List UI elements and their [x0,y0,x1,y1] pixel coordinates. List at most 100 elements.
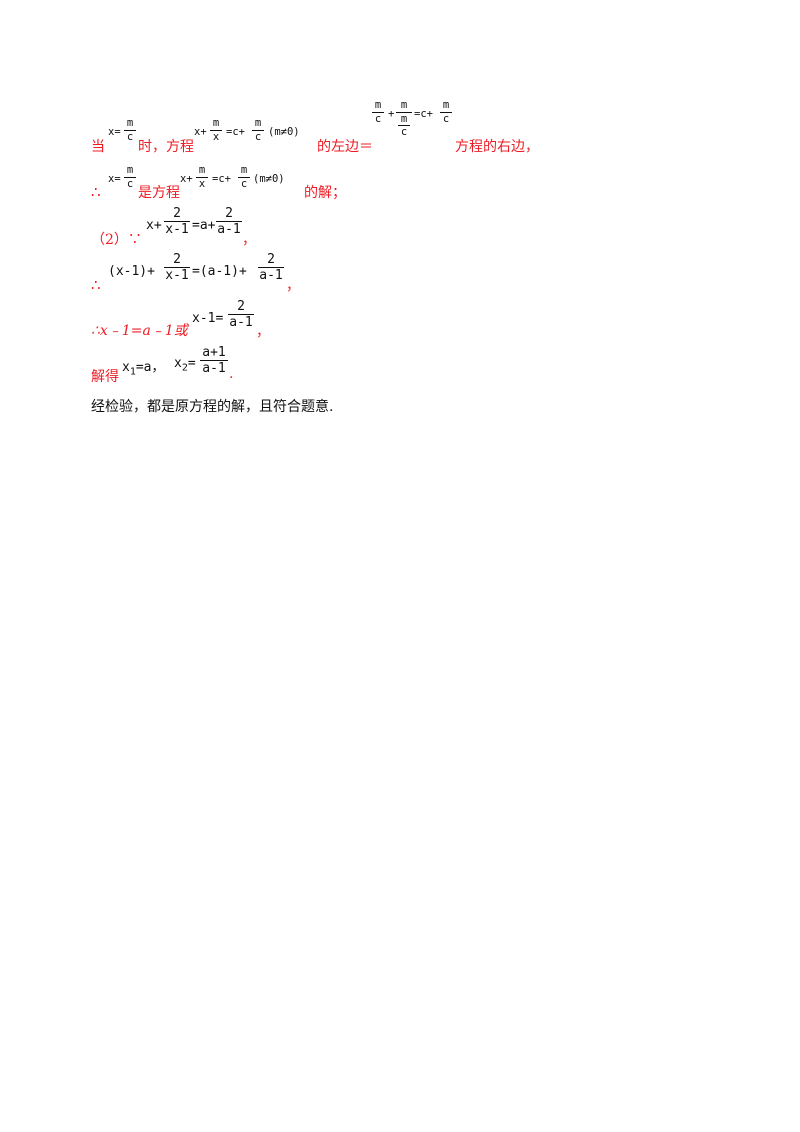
numerator: m [254,117,262,129]
numerator: 2 [173,252,181,267]
fraction-bar [164,221,190,222]
fraction-bar [124,176,136,178]
fraction-m-over-x: m x [210,118,222,142]
math-eq-c-plus: =c+ [226,126,245,138]
fraction-bar [252,129,264,131]
denominator: c [126,130,134,143]
fraction-m-over-x: m x [196,165,208,189]
comma: ， [256,324,270,340]
fraction-2-over-a-1: 2 a-1 [228,300,254,329]
numerator: m [212,117,220,129]
fraction-bar [396,111,412,113]
denominator: c [374,112,382,125]
fraction-bar [372,111,384,113]
text-solve: 解得 [91,369,119,385]
eq: = [187,356,196,371]
fraction-m-over-c: m c [124,165,136,189]
denominator: c [400,126,408,138]
fraction-bar [440,111,452,113]
fraction-bar [200,360,228,361]
fraction-bar [238,176,250,178]
text-right-side: 方程的右边， [455,139,539,155]
denominator: x [198,177,206,190]
math-x1: x1=a， [122,356,165,378]
math-x-eq: x= [108,126,121,138]
denominator: c [442,112,450,125]
fraction-bar [164,267,190,268]
math-lhs: (x-1)+ [108,264,155,279]
math-x-minus-1-eq: x-1= [192,311,224,326]
denominator: c [254,130,262,143]
text-left-side: 的左边＝ [317,139,373,155]
math-condition: (m≠0) [253,173,285,185]
subscript-2: 2 [181,362,188,374]
text-x-minus-1-or: ∴x﹣1=a﹣1或 [91,323,188,339]
numerator: 2 [267,252,275,267]
math-eq-c-plus-2: =c+ [414,108,433,120]
fraction-m-over-c: m c [124,118,136,142]
numerator: m [198,164,206,176]
fraction-a-plus-1-over-a-1: a+1 a-1 [200,346,228,375]
eq-a: =a， [135,360,165,375]
math-x-plus: x+ [146,218,162,233]
text-is-solution-of: 是方程 [138,185,180,201]
fraction-bar [196,176,208,178]
subscript-1: 1 [129,366,136,378]
denominator: x-1 [165,222,189,237]
math-x-plus: x+ [194,126,207,138]
fraction-m-over-c-2: m c [252,118,264,142]
fraction-m-over-c-b: m c [440,100,452,124]
denominator: c [126,177,134,190]
fraction-2-over-x-1: 2 x-1 [164,207,190,236]
var-x: x [174,356,182,371]
math-eq-c-plus: =c+ [212,173,231,185]
therefore-symbol: ∴ [91,183,101,201]
denominator: x [212,130,220,143]
math-x2: x2= [174,356,196,374]
fraction-bar [124,129,136,131]
fraction-m-over-c-a: m c [372,100,384,124]
math-condition: (m≠0) [268,126,300,138]
compound-fraction: m m c [396,100,412,138]
fraction-m-over-c-2: m c [238,165,250,189]
numerator: 2 [225,206,233,221]
inner-numerator: m [400,112,408,125]
numerator: m [240,164,248,176]
fraction-2-over-x-1: 2 x-1 [164,253,190,282]
denominator: a-1 [229,315,253,330]
therefore-symbol: ∴ [91,276,101,294]
numerator: 2 [237,299,245,314]
denominator: x-1 [165,268,189,283]
fraction-bar-main [398,125,410,126]
denominator: a-1 [259,268,283,283]
fraction-bar [258,267,284,268]
math-x-eq: x= [108,173,121,185]
numerator: m [126,164,134,176]
comma: ， [242,232,256,248]
text-when-equation: 时，方程 [138,139,194,155]
conclusion-text: 经检验，都是原方程的解，且符合题意. [91,399,334,415]
fraction-bar [210,129,222,131]
fraction-2-over-a-1: 2 a-1 [258,253,284,282]
fraction-bar [216,221,242,222]
numerator: a+1 [202,345,226,360]
numerator: m [442,99,450,111]
math-rhs: =(a-1)+ [192,264,247,279]
numerator: m [126,117,134,129]
math-x-plus: x+ [180,173,193,185]
var-x: x [122,360,130,375]
math-plus: + [388,108,395,120]
numerator: 2 [173,206,181,221]
text-solution: 的解； [304,185,346,201]
denominator: a-1 [202,361,226,376]
fraction-bar [228,314,254,315]
period: . [229,366,234,382]
fraction-2-over-a-1: 2 a-1 [216,207,242,236]
numerator: m [374,99,382,111]
math-eq-a-plus: =a+ [192,218,216,233]
denominator: c [240,177,248,190]
comma: ， [286,278,300,294]
denominator: a-1 [217,222,241,237]
numerator: m [400,99,408,111]
text-dang: 当 [91,139,105,155]
